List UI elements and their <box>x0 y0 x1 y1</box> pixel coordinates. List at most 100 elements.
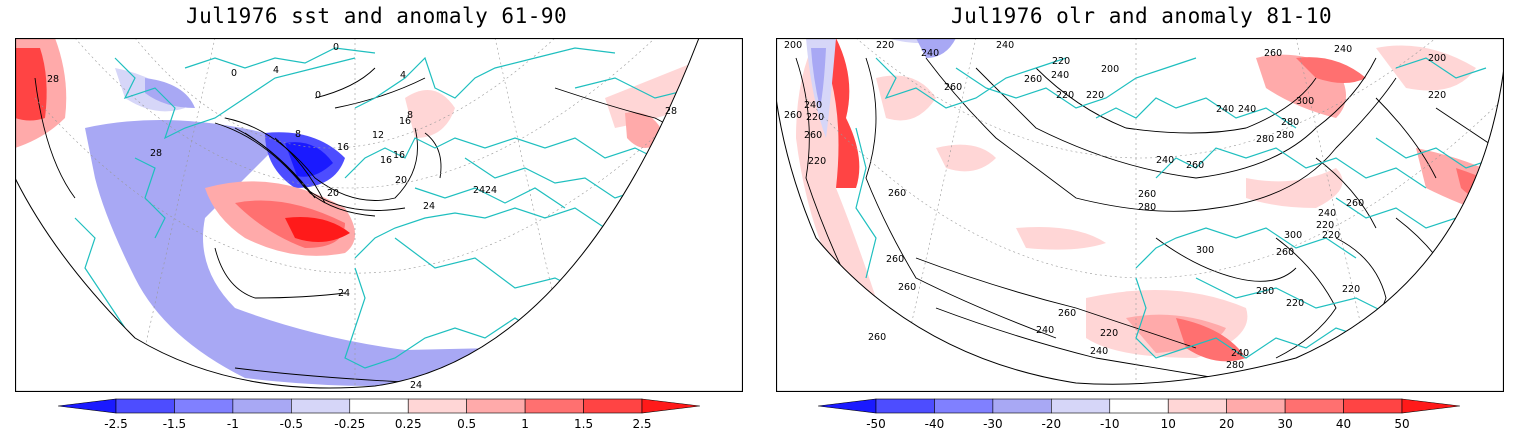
colorbar-segment <box>291 398 351 414</box>
olr-colorbar <box>818 398 1460 414</box>
contour-label: 200 <box>1428 53 1446 64</box>
contour-label: 260 <box>868 332 886 343</box>
contour-label: 280 <box>1256 286 1274 297</box>
colorbar-segment <box>1226 398 1286 414</box>
contour-label: 260 <box>898 282 916 293</box>
colorbar-tick-label: 30 <box>1277 417 1293 431</box>
contour-label: 24 <box>410 380 422 391</box>
contour-label: 16 <box>337 142 349 153</box>
contour-label: 8 <box>295 129 301 140</box>
colorbar-segment <box>407 398 467 414</box>
colorbar-segment <box>115 398 175 414</box>
contour-label: 300 <box>1196 245 1214 256</box>
contour-label: 260 <box>1264 48 1282 59</box>
colorbar-tick-label: 2.5 <box>632 417 652 431</box>
contour-label: 260 <box>784 110 802 121</box>
colorbar-tick-label: 50 <box>1394 417 1410 431</box>
sst-cold-anomaly-band <box>85 120 505 386</box>
contour-label: 220 <box>1100 328 1118 339</box>
panel-title-olr: Jul1976 olr and anomaly 81-10 <box>951 4 1333 28</box>
colorbar-segment <box>992 398 1052 414</box>
contour-label: 200 <box>1101 64 1119 75</box>
contour-label: 280 <box>1138 202 1156 213</box>
contour-label: 240 <box>1238 104 1256 115</box>
contour-label: 240 <box>1036 325 1054 336</box>
olr-coastlines <box>855 57 1497 359</box>
contour-label: 280 <box>1276 130 1294 141</box>
contour-label: 240 <box>1334 44 1352 55</box>
contour-label: 300 <box>1284 230 1302 241</box>
colorbar-tick-label: -40 <box>924 417 945 431</box>
colorbar-tick-label: 0.25 <box>394 417 422 431</box>
contour-label: 240 <box>804 100 822 111</box>
contour-label: 0 <box>333 42 339 53</box>
colorbar-segment <box>232 398 292 414</box>
colorbar-segment <box>1051 398 1111 414</box>
colorbar-segment <box>1167 398 1227 414</box>
contour-label: 260 <box>1024 74 1042 85</box>
contour-label: 220 <box>1428 90 1446 101</box>
colorbar-tick-label: -0.5 <box>279 417 304 431</box>
contour-label: 260 <box>1186 160 1204 171</box>
colorbar-tick-label: -10 <box>1099 417 1120 431</box>
sst-colorbar <box>58 398 700 414</box>
contour-label: 240 <box>921 48 939 59</box>
contour-label: 220 <box>876 40 894 51</box>
contour-label: 20 <box>395 175 407 186</box>
colorbar-segment <box>174 398 234 414</box>
contour-label: 24 <box>473 185 485 196</box>
contour-label: 260 <box>1058 308 1076 319</box>
colorbar-tick-label: -2.5 <box>104 417 128 431</box>
contour-label: 24 <box>485 185 497 196</box>
olr-contour-labels: 200 220 240 240 260 220 240 260 220 220 … <box>784 40 1446 371</box>
colorbar-tick-label: 0.5 <box>457 417 477 431</box>
colorbar-tick-label: -1 <box>226 417 239 431</box>
contour-label: 220 <box>1322 230 1340 241</box>
contour-label: 240 <box>1318 208 1336 219</box>
contour-label: 240 <box>1156 155 1174 166</box>
contour-label: 4 <box>400 70 406 81</box>
colorbar-segment <box>1343 398 1403 414</box>
colorbar-segment <box>524 398 584 414</box>
contour-label: 28 <box>665 106 677 117</box>
contour-label: 220 <box>808 156 826 167</box>
contour-label: 240 <box>1051 70 1069 81</box>
contour-label: 24 <box>423 201 435 212</box>
colorbar-tick-label: 1.5 <box>574 417 594 431</box>
colorbar-segment <box>58 398 117 414</box>
contour-label: 4 <box>273 65 279 76</box>
contour-label: 260 <box>804 130 822 141</box>
contour-label: 260 <box>888 188 906 199</box>
colorbar-segment <box>1284 398 1344 414</box>
contour-label: 240 <box>1216 104 1234 115</box>
contour-label: 260 <box>944 82 962 93</box>
contour-label: 220 <box>1316 220 1334 231</box>
contour-label: 240 <box>1090 346 1108 357</box>
olr-map: 200 220 240 240 260 220 240 260 220 220 … <box>776 38 1504 392</box>
colorbar-segment <box>349 398 409 414</box>
colorbar-segment <box>934 398 994 414</box>
contour-label: 12 <box>372 130 384 141</box>
olr-contours <box>795 57 1497 379</box>
colorbar-tick-label: -20 <box>1041 417 1062 431</box>
contour-label: 280 <box>1256 134 1274 145</box>
contour-label: 28 <box>47 74 59 85</box>
contour-label: 220 <box>1056 90 1074 101</box>
contour-label: 240 <box>996 40 1014 51</box>
colorbar-segment <box>583 398 643 414</box>
colorbar-segment <box>466 398 526 414</box>
colorbar-tick-label: -0.25 <box>334 417 366 431</box>
colorbar-tick-label: -50 <box>866 417 886 431</box>
colorbar-segment <box>1109 398 1169 414</box>
olr-graticule <box>805 38 1504 385</box>
contour-label: 240 <box>1231 348 1249 359</box>
colorbar-tick-label: 10 <box>1160 417 1176 431</box>
colorbar-segment <box>875 398 935 414</box>
contour-label: 220 <box>1086 90 1104 101</box>
colorbar-tick-label: 1 <box>521 417 529 431</box>
contour-label: 220 <box>1286 298 1304 309</box>
contour-label: 200 <box>784 40 802 51</box>
sst-contour-labels: 28 28 28 24 24 24 24 24 20 20 16 16 16 1… <box>47 42 677 391</box>
contour-label: 260 <box>1138 189 1156 200</box>
contour-label: 260 <box>886 254 904 265</box>
